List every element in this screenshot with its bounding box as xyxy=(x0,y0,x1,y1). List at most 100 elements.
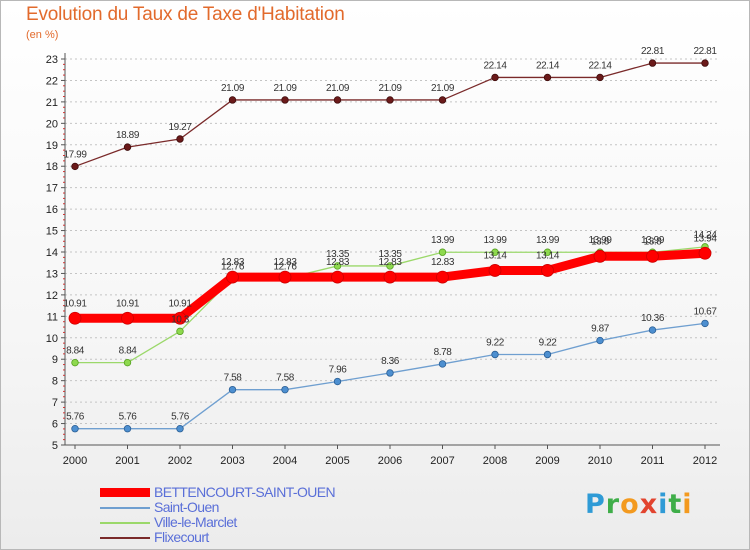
legend-item: Ville-le-Marclet xyxy=(100,514,420,530)
data-label: 9.22 xyxy=(486,338,505,349)
legend-swatch xyxy=(100,537,150,539)
proxiti-logo: Proxiti xyxy=(585,489,693,520)
legend-label: Flixecourt xyxy=(154,529,209,545)
y-tick-label: 20 xyxy=(46,118,58,130)
y-tick-label: 18 xyxy=(46,161,58,173)
logo-letter: x xyxy=(639,489,659,520)
x-tick-label: 2008 xyxy=(483,455,507,467)
series-lines xyxy=(68,59,712,433)
y-axis-ticks: 5 6 7 8 9 10 11 12 13 14 15 16 17 18 19 20 21 22 23 xyxy=(46,54,65,452)
data-point xyxy=(438,248,447,256)
legend-label: Saint-Ouen xyxy=(154,499,219,515)
y-tick-label: 11 xyxy=(47,311,58,323)
data-label: 12.83 xyxy=(431,257,455,268)
data-label: 21.09 xyxy=(273,83,297,94)
chart-unit-label: (en %) xyxy=(26,29,59,41)
data-label: 8.78 xyxy=(434,347,453,358)
data-label: 21.09 xyxy=(431,83,455,94)
logo-letter: t xyxy=(668,489,683,520)
data-point xyxy=(71,425,79,433)
x-tick-label: 2012 xyxy=(693,455,717,467)
data-point xyxy=(438,96,447,104)
data-label: 12.83 xyxy=(221,257,245,268)
x-tick-label: 2009 xyxy=(535,455,559,467)
data-point xyxy=(226,270,239,284)
data-label: 21.09 xyxy=(326,83,350,94)
data-point xyxy=(123,143,132,151)
data-point xyxy=(701,319,709,328)
logo-letter: i xyxy=(682,489,693,520)
y-tick-label: 17 xyxy=(46,183,58,195)
data-point xyxy=(596,336,604,345)
data-point xyxy=(491,73,499,82)
data-label: 13.14 xyxy=(483,250,507,261)
data-label: 7.96 xyxy=(329,365,348,376)
data-point xyxy=(333,96,342,104)
legend-item: BETTENCOURT-SAINT-OUEN xyxy=(100,484,420,500)
data-label: 13.94 xyxy=(693,233,717,244)
data-point xyxy=(543,248,552,256)
x-tick-label: 2006 xyxy=(378,455,402,467)
data-label: 13.8 xyxy=(644,236,663,247)
data-label: 5.76 xyxy=(119,412,138,423)
data-point xyxy=(491,350,499,359)
x-tick-label: 2001 xyxy=(115,455,139,467)
x-tick-label: 2005 xyxy=(325,455,349,467)
data-point xyxy=(648,59,657,67)
data-label: 10.3 xyxy=(171,314,190,325)
y-tick-label: 14 xyxy=(46,247,58,259)
data-point xyxy=(541,264,554,277)
data-label: 21.09 xyxy=(378,83,402,94)
data-point xyxy=(383,270,397,284)
data-point xyxy=(121,311,134,325)
y-tick-label: 10 xyxy=(46,333,58,345)
logo-letter: i xyxy=(658,489,669,520)
data-point xyxy=(281,96,289,104)
legend-swatch xyxy=(100,507,150,509)
data-label: 13.99 xyxy=(536,235,560,246)
data-point xyxy=(698,246,712,260)
data-label: 12.83 xyxy=(326,257,350,268)
y-tick-label: 19 xyxy=(46,140,58,152)
x-tick-label: 2010 xyxy=(588,455,612,467)
data-point xyxy=(123,358,132,367)
x-tick-label: 2002 xyxy=(168,455,192,467)
legend-label: BETTENCOURT-SAINT-OUEN xyxy=(154,484,336,500)
data-label: 7.58 xyxy=(276,373,295,384)
data-label: 13.8 xyxy=(591,236,610,247)
data-point xyxy=(176,135,184,143)
data-label: 13.35 xyxy=(378,249,402,260)
x-tick-label: 2004 xyxy=(273,455,297,467)
legend-label: Ville-le-Marclet xyxy=(154,514,237,530)
data-label: 22.81 xyxy=(641,46,665,57)
data-point xyxy=(71,162,79,171)
data-label: 5.76 xyxy=(66,412,85,423)
data-label: 14.24 xyxy=(693,230,717,241)
data-point xyxy=(176,327,184,336)
logo-letter: r xyxy=(605,489,621,520)
data-label: 22.14 xyxy=(588,60,612,71)
y-tick-label: 12 xyxy=(46,290,58,302)
data-point xyxy=(701,59,709,67)
data-label: 10.91 xyxy=(63,298,87,309)
x-tick-label: 2007 xyxy=(430,455,454,467)
data-label: 10.91 xyxy=(168,298,192,309)
data-label: 8.36 xyxy=(381,356,400,367)
y-tick-label: 15 xyxy=(46,226,58,238)
data-point xyxy=(281,385,289,394)
data-point xyxy=(176,425,184,433)
data-label: 22.14 xyxy=(483,60,507,71)
data-point xyxy=(543,73,552,82)
data-point xyxy=(228,385,237,394)
data-point xyxy=(646,249,659,263)
data-label: 12.76 xyxy=(221,262,245,273)
data-label: 9.87 xyxy=(591,324,610,335)
series-saint-ouen xyxy=(71,319,709,433)
data-label: 13.99 xyxy=(483,235,507,246)
data-point xyxy=(228,96,237,104)
data-label: 13.99 xyxy=(431,235,455,246)
data-point xyxy=(488,264,502,277)
data-labels: 17.99 18.89 19.27 21.09 21.09 21.09 21.09 21.09… xyxy=(63,46,717,423)
y-tick-label: 21 xyxy=(46,97,58,109)
data-point xyxy=(331,270,344,284)
